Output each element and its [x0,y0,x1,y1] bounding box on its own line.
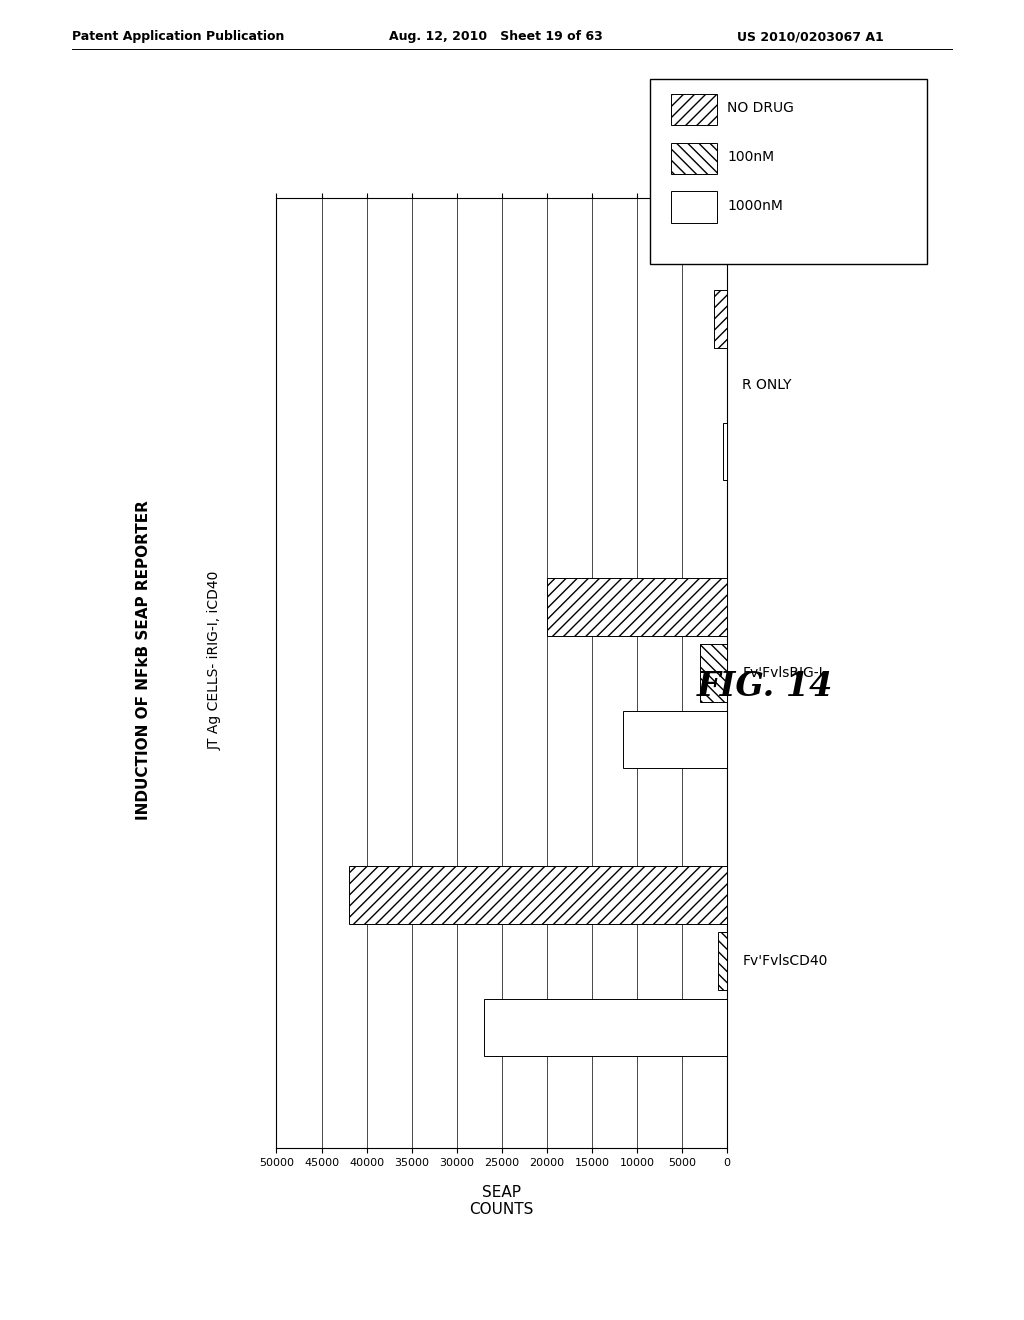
Text: 100nM: 100nM [727,150,774,164]
Text: Patent Application Publication: Patent Application Publication [72,30,284,44]
Text: INDUCTION OF NFkB SEAP REPORTER: INDUCTION OF NFkB SEAP REPORTER [136,500,151,820]
Text: R ONLY: R ONLY [742,379,792,392]
Bar [723,422,727,480]
Text: FIG. 14: FIG. 14 [696,671,833,702]
Text: 1000nM: 1000nM [727,199,783,213]
Bar [483,999,727,1056]
Text: US 2010/0203067 A1: US 2010/0203067 A1 [737,30,884,44]
Text: Fv'FvlsCD40: Fv'FvlsCD40 [742,954,827,968]
Bar [714,290,727,347]
Bar [547,578,727,636]
Bar [348,866,727,924]
Text: JT Ag CELLS- iRIG-I, iCD40: JT Ag CELLS- iRIG-I, iCD40 [208,570,222,750]
Text: Aug. 12, 2010   Sheet 19 of 63: Aug. 12, 2010 Sheet 19 of 63 [389,30,603,44]
Text: Fv'FvlsRIG-I: Fv'FvlsRIG-I [742,667,823,680]
X-axis label: SEAP
COUNTS: SEAP COUNTS [470,1185,534,1217]
Bar [700,644,727,702]
Bar [718,932,727,990]
Text: NO DRUG: NO DRUG [727,102,794,115]
Bar [624,710,727,768]
